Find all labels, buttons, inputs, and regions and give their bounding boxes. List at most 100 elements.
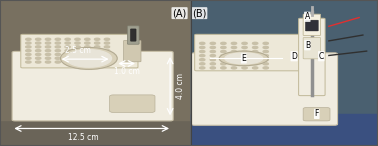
Circle shape [200, 63, 205, 65]
Text: D: D [291, 52, 297, 61]
Circle shape [55, 50, 60, 52]
Circle shape [253, 46, 258, 48]
Circle shape [94, 46, 100, 48]
Text: B: B [305, 41, 310, 50]
Circle shape [104, 50, 110, 52]
Circle shape [242, 42, 247, 44]
Circle shape [210, 55, 215, 57]
Circle shape [263, 46, 268, 48]
Circle shape [104, 42, 110, 44]
Circle shape [65, 50, 70, 52]
Text: (A): (A) [172, 8, 187, 18]
Circle shape [36, 53, 41, 55]
Circle shape [94, 53, 100, 55]
Circle shape [45, 50, 51, 52]
Circle shape [26, 57, 31, 59]
Circle shape [65, 46, 70, 48]
Circle shape [36, 38, 41, 40]
Circle shape [85, 38, 90, 40]
Text: 4.0 cm: 4.0 cm [176, 73, 185, 99]
Circle shape [242, 59, 247, 61]
Circle shape [36, 50, 41, 52]
FancyBboxPatch shape [303, 108, 330, 121]
Circle shape [231, 42, 237, 44]
Circle shape [65, 53, 70, 55]
Bar [0, 0, 191, 146]
FancyBboxPatch shape [130, 29, 136, 41]
Circle shape [231, 67, 237, 69]
Circle shape [221, 55, 226, 57]
Circle shape [104, 46, 110, 48]
Circle shape [200, 51, 205, 53]
FancyBboxPatch shape [21, 34, 138, 68]
Circle shape [75, 42, 80, 44]
Circle shape [65, 57, 70, 59]
Circle shape [104, 53, 110, 55]
Circle shape [85, 46, 90, 48]
Text: 12.5 cm: 12.5 cm [68, 133, 99, 142]
Circle shape [45, 61, 51, 63]
Circle shape [231, 51, 237, 53]
FancyBboxPatch shape [303, 14, 321, 35]
Circle shape [85, 57, 90, 59]
Circle shape [26, 61, 31, 63]
Circle shape [85, 61, 90, 63]
Circle shape [200, 59, 205, 61]
Circle shape [200, 55, 205, 57]
Circle shape [263, 63, 268, 65]
Circle shape [231, 55, 237, 57]
Circle shape [263, 55, 268, 57]
Circle shape [65, 42, 70, 44]
Circle shape [221, 51, 226, 53]
FancyBboxPatch shape [124, 40, 141, 62]
FancyBboxPatch shape [305, 20, 318, 31]
Circle shape [253, 67, 258, 69]
Circle shape [263, 42, 268, 44]
Circle shape [36, 57, 41, 59]
Circle shape [263, 59, 268, 61]
Circle shape [55, 46, 60, 48]
Ellipse shape [225, 53, 263, 64]
Circle shape [26, 46, 31, 48]
Circle shape [210, 63, 215, 65]
Circle shape [94, 38, 100, 40]
Circle shape [65, 38, 70, 40]
Circle shape [75, 46, 80, 48]
FancyBboxPatch shape [195, 34, 304, 71]
Circle shape [55, 42, 60, 44]
Circle shape [75, 38, 80, 40]
Circle shape [75, 57, 80, 59]
Circle shape [242, 63, 247, 65]
Circle shape [104, 61, 110, 63]
Circle shape [242, 67, 247, 69]
Circle shape [221, 42, 226, 44]
Text: E: E [242, 54, 246, 63]
Circle shape [200, 67, 205, 69]
Circle shape [210, 67, 215, 69]
Circle shape [242, 55, 247, 57]
FancyBboxPatch shape [299, 18, 325, 96]
Circle shape [231, 59, 237, 61]
Circle shape [94, 61, 100, 63]
Circle shape [94, 57, 100, 59]
Circle shape [45, 38, 51, 40]
Circle shape [45, 53, 51, 55]
Text: F: F [314, 109, 319, 118]
Circle shape [253, 55, 258, 57]
Circle shape [253, 51, 258, 53]
Circle shape [45, 42, 51, 44]
Circle shape [200, 42, 205, 44]
Circle shape [200, 46, 205, 48]
Circle shape [210, 42, 215, 44]
FancyBboxPatch shape [192, 53, 338, 125]
Circle shape [55, 57, 60, 59]
Circle shape [26, 38, 31, 40]
Circle shape [75, 50, 80, 52]
Bar [191, 0, 378, 120]
Circle shape [221, 46, 226, 48]
Circle shape [26, 42, 31, 44]
Circle shape [242, 51, 247, 53]
Circle shape [55, 38, 60, 40]
Circle shape [242, 46, 247, 48]
Circle shape [85, 53, 90, 55]
